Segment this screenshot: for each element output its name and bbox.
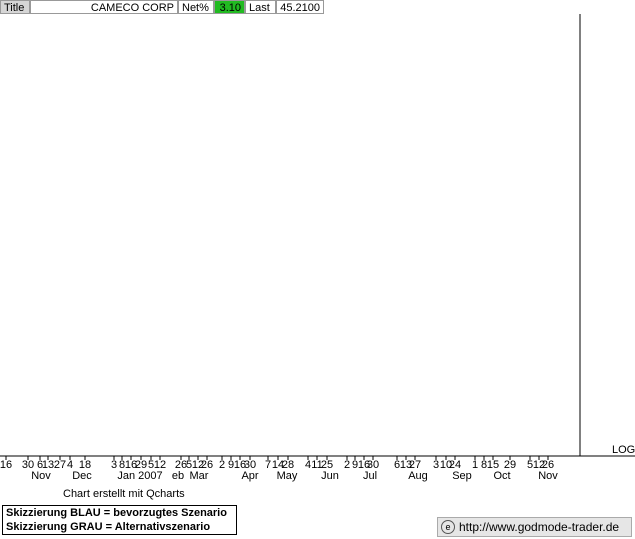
x-month-label: Jul — [363, 470, 377, 482]
x-day-label: 5 — [527, 459, 533, 471]
x-day-label: 27 — [54, 459, 66, 471]
title-label: Title — [0, 0, 30, 14]
symbol-name: CAMECO CORP — [30, 0, 178, 14]
x-day-label: 2 — [344, 459, 350, 471]
x-month-label: Apr — [241, 470, 258, 482]
x-day-label: 30 — [244, 459, 256, 471]
x-day-label: 30 — [367, 459, 379, 471]
x-day-label: 12 — [192, 459, 204, 471]
x-day-label: 11 — [311, 459, 322, 471]
x-day-label: 29 — [135, 459, 147, 471]
x-month-label: Nov — [31, 470, 51, 482]
x-day-label: 30 — [22, 459, 34, 471]
net-percent-label: Net% — [178, 0, 214, 14]
x-day-label: 28 — [282, 459, 294, 471]
x-month-label: May — [277, 470, 298, 482]
x-day-label: 26 — [542, 459, 554, 471]
x-month-label: Sep — [452, 470, 472, 482]
legend-grey: Skizzierung GRAU = Alternativszenario — [6, 521, 211, 533]
x-month-label: Nov — [538, 470, 558, 482]
x-day-label: 16 — [125, 459, 137, 471]
x-day-label: 3 — [111, 459, 117, 471]
x-day-label: 27 — [409, 459, 421, 471]
x-day-label: 9 — [352, 459, 358, 471]
x-day-label: 24 — [449, 459, 461, 471]
x-day-label: 15 — [487, 459, 499, 471]
x-day-label: 6 — [394, 459, 400, 471]
x-month-label: Jan 2007 — [117, 470, 162, 482]
x-day-label: 5 — [148, 459, 154, 471]
x-month-label: Dec — [72, 470, 92, 482]
x-day-label: 1 — [472, 459, 478, 471]
x-month-label: Jun — [321, 470, 339, 482]
x-day-label: 4 — [305, 459, 311, 471]
x-day-label: 10 — [440, 459, 452, 471]
x-day-label: 18 — [79, 459, 91, 471]
website-link[interactable]: e http://www.godmode-trader.de — [437, 517, 632, 537]
x-day-label: 6 — [37, 459, 43, 471]
x-day-label: 3 — [433, 459, 439, 471]
x-day-label: 12 — [533, 459, 545, 471]
x-day-label: 9 — [228, 459, 234, 471]
x-day-label: 25 — [321, 459, 333, 471]
x-day-label: 16 — [234, 459, 246, 471]
x-day-label: 8 — [481, 459, 487, 471]
plot-area — [0, 14, 580, 456]
x-month-label: Aug — [408, 470, 428, 482]
chart-credit: Chart erstellt mit Qcharts — [63, 488, 185, 500]
x-day-label: 13 — [400, 459, 412, 471]
x-day-label: 26 — [201, 459, 213, 471]
last-label: Last — [245, 0, 276, 14]
x-day-label: 2 — [219, 459, 225, 471]
log-scale-label: LOG — [612, 444, 635, 456]
x-day-label: 12 — [154, 459, 166, 471]
x-day-label: 29 — [504, 459, 516, 471]
x-day-label: 5 — [186, 459, 192, 471]
legend-blue: Skizzierung BLAU = bevorzugtes Szenario — [6, 507, 227, 519]
y-axis: 35.000040.000045.000050.000055.0000LOG — [612, 444, 635, 456]
net-percent-value: 3.10 — [214, 0, 245, 14]
x-day-label: 16 — [0, 459, 12, 471]
x-day-label: 8 — [119, 459, 125, 471]
x-month-label: Oct — [493, 470, 510, 482]
chart-frame — [0, 14, 635, 457]
x-day-label: 7 — [265, 459, 271, 471]
x-day-label: 13 — [42, 459, 54, 471]
globe-icon: e — [441, 519, 455, 534]
website-url: http://www.godmode-trader.de — [459, 520, 620, 534]
scenario-legend: Skizzierung BLAU = bevorzugtes Szenario … — [2, 505, 237, 535]
x-day-label: 16 — [358, 459, 370, 471]
x-day-label: 4 — [67, 459, 73, 471]
x-day-label: 26 — [175, 459, 187, 471]
x-day-label: 14 — [272, 459, 284, 471]
x-month-label: Mar — [190, 470, 209, 482]
x-month-label: eb — [172, 470, 184, 482]
last-value: 45.2100 — [276, 0, 324, 14]
